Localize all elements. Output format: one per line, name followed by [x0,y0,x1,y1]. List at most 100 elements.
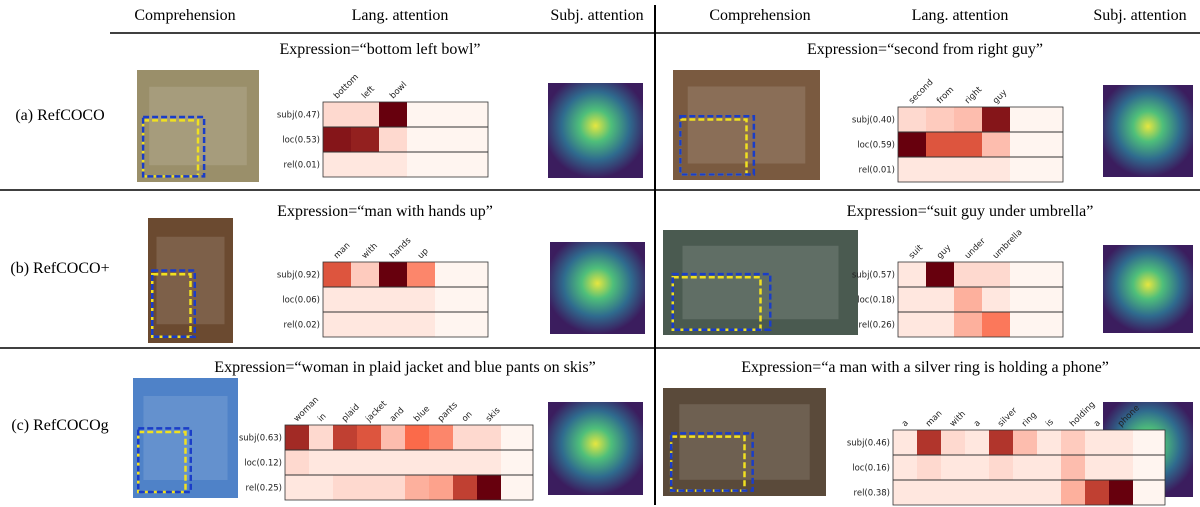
word-label: under [963,236,988,261]
attention-cell [893,480,917,505]
attention-cell [917,430,941,455]
attention-cell [453,425,477,450]
row-label: rel(0.01) [284,161,320,171]
column-header: Subj. attention [550,7,643,24]
word-label: ring [1020,410,1039,429]
attention-cell [982,132,1010,157]
word-label: with [948,409,968,429]
attention-cell [926,132,954,157]
row-label: loc(0.16) [852,464,890,474]
word-label: a [1092,418,1103,429]
heatmap-frame [284,424,534,501]
attention-cell [1037,430,1061,455]
attention-cell [965,480,989,505]
attention-cell [1085,480,1109,505]
attention-map [548,402,643,495]
row-label: loc(0.59) [857,141,895,151]
attention-cell [954,157,982,182]
word-label: blue [412,404,432,424]
photo [137,70,259,182]
attention-cell [917,480,941,505]
attention-cell [285,450,309,475]
pred-box [151,269,196,338]
attention-cell [351,287,379,312]
attention-cell [323,312,351,337]
word-label: skis [484,405,503,424]
word-label: with [360,241,380,261]
attention-cell [898,157,926,182]
attention-cell [379,127,407,152]
attention-cell [954,132,982,157]
attention-cell [351,127,379,152]
dataset-label: (c) RefCOCOg [11,417,108,434]
row-label: loc(0.12) [244,459,282,469]
attention-cell [893,455,917,480]
attention-cell [965,430,989,455]
attention-cell [1013,455,1037,480]
attention-cell [351,262,379,287]
gt-box [151,273,192,338]
dataset-label: (a) RefCOCO [15,107,104,124]
attention-cell [323,262,351,287]
attention-map [548,83,643,178]
pred-box [671,272,772,332]
attention-cell [982,157,1010,182]
attention-cell [333,450,357,475]
heatmap-frame [322,101,489,178]
attention-cell [357,475,381,500]
attention-cell [1013,430,1037,455]
word-label: silver [996,405,1020,429]
attention-cell [926,157,954,182]
pred-box [141,115,206,178]
row-label: rel(0.02) [284,321,320,331]
row-label: subj(0.92) [277,271,320,281]
attention-cell [351,152,379,177]
attention-cell [381,475,405,500]
word-label: a [900,418,911,429]
dataset-label: (b) RefCOCO+ [10,260,109,277]
photo [663,388,826,496]
gt-box [671,276,762,331]
word-label: in [316,412,329,425]
word-label: up [416,246,431,261]
word-label: man [924,409,944,429]
word-label: holding [1068,400,1097,429]
attention-cell [309,425,333,450]
photo-shade [149,86,247,166]
attention-cell [893,430,917,455]
attention-cell [323,287,351,312]
word-label: from [935,85,956,106]
word-label: bowl [388,80,409,101]
attention-cell [982,312,1010,337]
attention-cell [407,262,435,287]
attention-cell [453,450,477,475]
attention-cell [477,475,501,500]
attention-cell [1085,455,1109,480]
attention-cell [926,107,954,132]
attention-cell [309,450,333,475]
word-label: jacket [363,399,389,425]
attention-cell [989,430,1013,455]
attention-cell [381,425,405,450]
attention-cell [982,107,1010,132]
row-label: subj(0.57) [852,271,895,281]
expression: Expression=“man with hands up” [277,203,493,220]
attention-cell [1109,430,1133,455]
word-label: left [360,84,377,101]
attention-cell [1085,430,1109,455]
column-header: Subj. attention [1093,7,1186,24]
attention-cell [379,102,407,127]
attention-cell [1061,480,1085,505]
word-label: second [907,78,936,107]
attention-cell [917,455,941,480]
heatmap-frame [892,429,1166,506]
attention-cell [989,455,1013,480]
attention-cell [898,287,926,312]
row-label: loc(0.53) [282,136,320,146]
column-header: Lang. attention [352,7,449,24]
word-label: is [1044,417,1056,429]
column-header: Comprehension [709,7,810,24]
column-header: Lang. attention [912,7,1009,24]
word-label: bottom [332,72,361,101]
expression: Expression=“a man with a silver ring is … [741,359,1109,376]
